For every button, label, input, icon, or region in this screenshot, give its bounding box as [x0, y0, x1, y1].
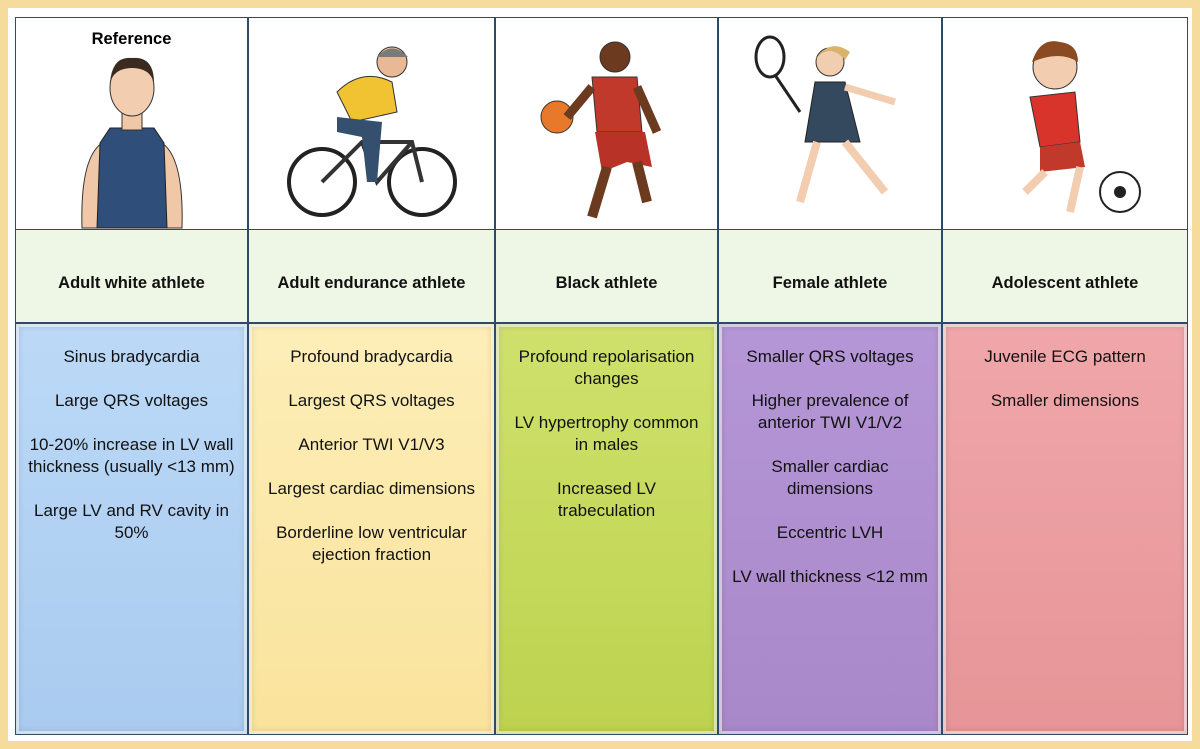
- feature-item: Largest QRS voltages: [288, 391, 455, 410]
- column-body: Sinus bradycardia Large QRS voltages 10-20…: [15, 323, 248, 735]
- figure-soccer: [1022, 41, 1141, 213]
- column-body: Profound repolarisation changes LV hypert…: [495, 323, 718, 735]
- feature-item: LV hypertrophy common in males: [514, 413, 699, 454]
- figure-tennis: [754, 35, 897, 204]
- figure-basketball: [540, 41, 661, 219]
- column-title: Female athlete: [718, 230, 942, 323]
- feature-item: Smaller cardiac dimensions: [771, 457, 889, 498]
- illustration: [942, 17, 1188, 230]
- figure-man: [80, 57, 183, 229]
- feature-item: Increased LV trabeculation: [557, 479, 656, 520]
- column-body: Smaller QRS voltages Higher prevalence of…: [718, 323, 942, 735]
- feature-item: Profound repolarisation changes: [518, 347, 695, 388]
- column-title: Adult endurance athlete: [248, 230, 495, 323]
- column-title: Adult white athlete: [15, 230, 248, 323]
- feature-item: 10-20% increase in LV wall thickness (us…: [28, 435, 235, 476]
- column-title: Adolescent athlete: [942, 230, 1188, 323]
- feature-item: Anterior TWI V1/V3: [298, 435, 445, 454]
- feature-item: Eccentric LVH: [776, 523, 884, 542]
- feature-item: Juvenile ECG pattern: [984, 347, 1146, 366]
- column: Female athlete Smaller QRS voltages Highe…: [718, 17, 942, 735]
- feature-item: Large LV and RV cavity in 50%: [34, 501, 229, 542]
- feature-item: Smaller dimensions: [990, 391, 1140, 410]
- column: Adolescent athlete Juvenile ECG pattern S…: [942, 17, 1188, 735]
- column: Adult endurance athlete Profound bradyca…: [248, 17, 495, 735]
- column: Reference Adult white athlete Sinus brad…: [15, 17, 248, 735]
- illustration: [718, 17, 942, 230]
- feature-item: Higher prevalence of anterior TWI V1/V2: [751, 391, 909, 432]
- feature-item: Largest cardiac dimensions: [268, 479, 475, 498]
- feature-item: Smaller QRS voltages: [746, 347, 914, 366]
- feature-item: Sinus bradycardia: [63, 347, 200, 366]
- illustration: Reference: [15, 17, 248, 230]
- column-title: Black athlete: [495, 230, 718, 323]
- feature-item: Borderline low ventricular ejection frac…: [276, 523, 467, 564]
- illustration: [248, 17, 495, 230]
- feature-item: LV wall thickness <12 mm: [732, 567, 928, 586]
- diagram: Reference Adult white athlete Sinus brad…: [8, 8, 1192, 741]
- column-body: Juvenile ECG pattern Smaller dimensions: [942, 323, 1188, 735]
- feature-item: Large QRS voltages: [54, 391, 209, 410]
- column-body: Profound bradycardia Largest QRS voltages…: [248, 323, 495, 735]
- illustration: [495, 17, 718, 230]
- reference-label: Reference: [91, 30, 172, 48]
- feature-item: Profound bradycardia: [290, 347, 453, 366]
- column: Black athlete Profound repolarisation ch…: [495, 17, 718, 735]
- figure-cyclist: [286, 46, 457, 217]
